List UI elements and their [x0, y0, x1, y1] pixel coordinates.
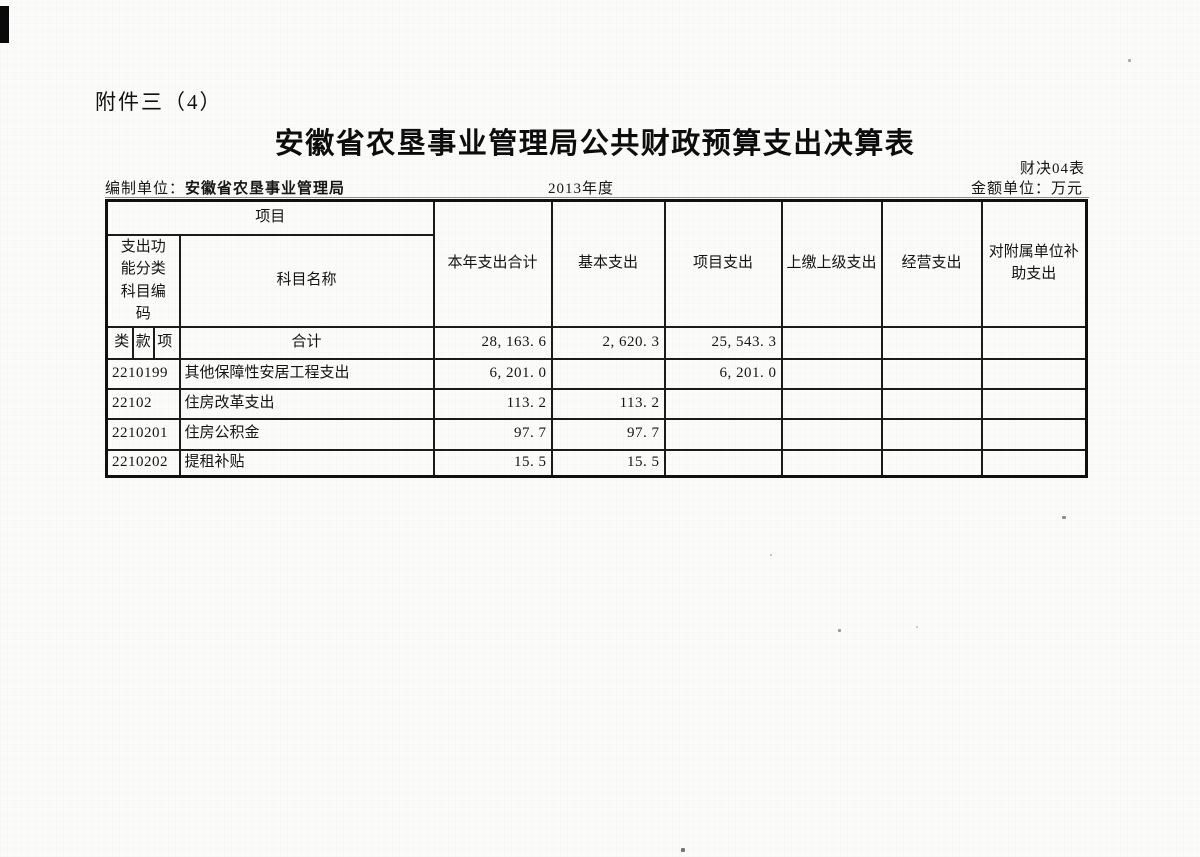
code-cell: 22102: [105, 387, 181, 420]
value-cell: [780, 325, 883, 360]
scan-speck: [770, 554, 772, 556]
header-code: 支出功能分类科目编码: [105, 233, 181, 328]
budget-expenditure-table: 项目 本年支出合计 基本支出 项目支出 上缴上级支出 经营支出 对附属单位补助支…: [105, 199, 1089, 478]
name-cell: 住房改革支出: [178, 387, 435, 420]
scan-speck: [1062, 516, 1066, 519]
table-row: 2210202 提租补贴 15. 5 15. 5: [105, 448, 1088, 478]
header-col-basic: 基本支出: [550, 199, 666, 328]
header-col-operating: 经营支出: [880, 199, 983, 328]
code-sub-section: 款: [134, 328, 155, 357]
header-row-project: 项目 本年支出合计 基本支出 项目支出 上缴上级支出 经营支出 对附属单位补助支…: [105, 199, 1088, 328]
value-cell: [980, 448, 1088, 478]
table-meta-line: 编制单位：安徽省农垦事业管理局 2013年度 金额单位：万元: [105, 177, 1085, 197]
header-col-total: 本年支出合计: [432, 199, 553, 328]
value-cell: [880, 357, 983, 390]
attachment-label: 附件三（4）: [95, 90, 223, 114]
header-col-project-exp: 项目支出: [663, 199, 783, 328]
form-code-label: 财决04表: [1019, 161, 1085, 177]
value-cell: 2, 620. 3: [550, 325, 666, 360]
table-row: 2210201 住房公积金 97. 7 97. 7: [105, 417, 1088, 451]
header-col-subsidy: 对附属单位补助支出: [980, 199, 1088, 328]
value-cell: [980, 357, 1088, 390]
value-cell: [663, 417, 783, 451]
value-cell: 15. 5: [550, 448, 666, 478]
value-cell: 113. 2: [432, 387, 553, 420]
header-project-group: 项目: [105, 199, 435, 236]
value-cell: 97. 7: [550, 417, 666, 451]
value-cell: 15. 5: [432, 448, 553, 478]
scan-speck: [1128, 59, 1131, 62]
header-row-sub: 支出功能分类科目编码 科目名称: [105, 233, 1087, 328]
value-cell: [980, 325, 1088, 360]
value-cell: 6, 201. 0: [663, 357, 783, 390]
scan-corner-artifact: [0, 6, 9, 43]
name-cell: 提租补贴: [178, 448, 435, 478]
value-cell: 28, 163. 6: [432, 325, 553, 360]
value-cell: [780, 448, 883, 478]
table-row: 22102 住房改革支出 113. 2 113. 2: [105, 387, 1088, 420]
header-subject-name: 科目名称: [178, 233, 435, 328]
value-cell: [663, 448, 783, 478]
code-cell: 2210202: [105, 448, 181, 478]
value-cell: 113. 2: [550, 387, 666, 420]
value-cell: [880, 325, 983, 360]
value-cell: 97. 7: [432, 417, 553, 451]
fiscal-year-label: 2013年度: [548, 181, 615, 197]
value-cell: [980, 417, 1088, 451]
prepared-by: 编制单位：安徽省农垦事业管理局: [105, 177, 345, 198]
value-cell: [550, 357, 666, 390]
row-name-total: 合计: [178, 325, 435, 360]
name-cell: 住房公积金: [178, 417, 435, 451]
prepared-by-value: 安徽省农垦事业管理局: [185, 181, 346, 197]
scan-speck: [916, 626, 918, 628]
scan-speck: [681, 848, 685, 852]
prepared-by-label: 编制单位：: [105, 181, 186, 197]
value-cell: 25, 543. 3: [663, 325, 783, 360]
value-cell: [880, 387, 983, 420]
name-cell: 其他保障性安居工程支出: [178, 357, 435, 390]
table-row-total: 类 款 项 合计 28, 163. 6 2, 620. 3 25, 543. 3: [105, 325, 1088, 360]
value-cell: [663, 387, 783, 420]
code-sub-item: 项: [157, 333, 173, 350]
value-cell: 6, 201. 0: [432, 357, 553, 390]
code-class-cells: 类 款 项: [105, 325, 181, 360]
value-cell: [780, 387, 883, 420]
table-row: 2210199 其他保障性安居工程支出 6, 201. 0 6, 201. 0: [105, 357, 1088, 390]
value-cell: [780, 357, 883, 390]
amount-unit-label: 金额单位：万元: [970, 181, 1083, 197]
value-cell: [980, 387, 1088, 420]
scan-speck: [838, 629, 841, 632]
code-cell: 2210201: [105, 417, 181, 451]
code-cell: 2210199: [105, 357, 181, 390]
code-sub-class: 类: [112, 328, 134, 357]
header-col-upper: 上缴上级支出: [780, 199, 883, 328]
page-title: 安徽省农垦事业管理局公共财政预算支出决算表: [274, 128, 916, 160]
value-cell: [880, 417, 983, 451]
value-cell: [880, 448, 983, 478]
value-cell: [780, 417, 883, 451]
meta-underline: [105, 197, 1089, 198]
